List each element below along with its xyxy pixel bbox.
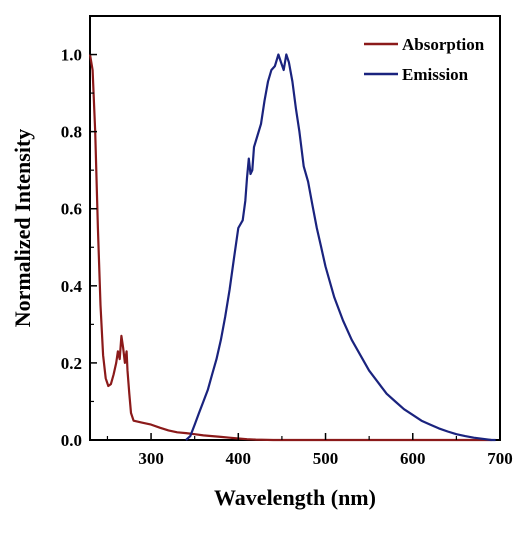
series-layer xyxy=(88,53,496,442)
legend: Absorption Emission xyxy=(364,35,485,84)
series-line-absorption xyxy=(88,54,492,442)
y-tick-label: 0.6 xyxy=(61,200,82,219)
x-tick-label: 600 xyxy=(400,449,426,468)
y-tick-label: 0.8 xyxy=(61,123,82,142)
x-tick-label: 300 xyxy=(138,449,164,468)
y-tick-label: 0.2 xyxy=(61,354,82,373)
y-tick-label: 0.4 xyxy=(61,277,83,296)
series-line-emission xyxy=(185,53,496,442)
legend-label-absorption: Absorption xyxy=(402,35,485,54)
y-tick-label: 0.0 xyxy=(61,431,82,450)
x-tick-label: 400 xyxy=(226,449,252,468)
x-tick-label: 700 xyxy=(487,449,513,468)
x-tick-label: 500 xyxy=(313,449,339,468)
x-axis-title: Wavelength (nm) xyxy=(214,485,376,510)
y-tick-label: 1.0 xyxy=(61,46,82,65)
tick-layer: 300 400 500 600 700 0.0 0.2 0.4 0.6 0.8 1.0 xyxy=(61,15,513,468)
y-axis-title: Normalized Intensity xyxy=(10,129,35,328)
legend-label-emission: Emission xyxy=(402,65,469,84)
